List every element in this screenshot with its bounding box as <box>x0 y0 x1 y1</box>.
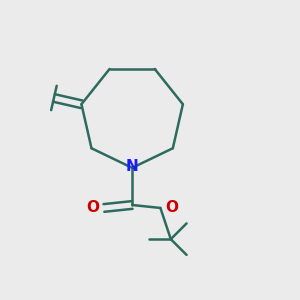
Text: O: O <box>86 200 99 215</box>
Text: N: N <box>126 159 139 174</box>
Text: O: O <box>165 200 178 215</box>
